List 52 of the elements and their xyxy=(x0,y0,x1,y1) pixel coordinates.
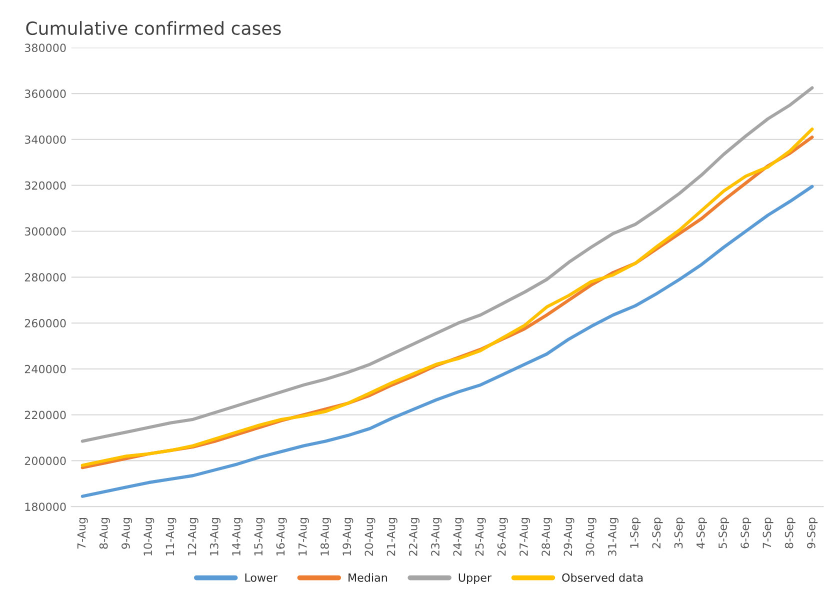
x-tick-label: 1-Sep xyxy=(630,518,641,548)
x-tick-label: 16-Aug xyxy=(276,518,287,556)
x-tick-label: 8-Sep xyxy=(784,518,796,548)
x-tick-label: 18-Aug xyxy=(320,518,332,556)
x-tick-label: 28-Aug xyxy=(542,518,552,556)
x-tick-label: 9-Aug xyxy=(122,518,132,549)
x-tick-label: 2-Sep xyxy=(652,518,663,548)
x-tick-label: 31-Aug xyxy=(608,518,619,556)
x-tick-label: 25-Aug xyxy=(475,518,486,556)
x-tick-label: 6-Sep xyxy=(740,518,752,548)
x-tick-label: 27-Aug xyxy=(520,518,530,556)
y-tick-label: 200000 xyxy=(24,456,66,466)
y-tick-label: 180000 xyxy=(25,502,66,511)
y-tick-label: 300000 xyxy=(24,227,66,236)
x-tick-label: 4-Sep xyxy=(696,518,707,548)
x-tick-label: 7-Sep xyxy=(762,518,774,548)
x-tick-label: 23-Aug xyxy=(431,518,442,556)
x-tick-label: 7-Aug xyxy=(77,518,88,549)
y-tick-label: 240000 xyxy=(24,364,66,374)
x-tick-label: 3-Sep xyxy=(674,518,685,548)
chart-title: Cumulative confirmed cases xyxy=(26,21,281,36)
y-tick-label: 380000 xyxy=(24,44,66,52)
y-tick-label: 260000 xyxy=(24,319,66,328)
x-tick-label: 11-Aug xyxy=(166,518,176,556)
y-tick-label: 220000 xyxy=(24,410,66,420)
x-tick-label: 21-Aug xyxy=(386,518,398,556)
x-tick-label: 29-Aug xyxy=(564,518,574,556)
legend-label: Observed data xyxy=(562,573,643,582)
x-tick-label: 5-Sep xyxy=(718,518,730,548)
x-tick-label: 19-Aug xyxy=(342,518,354,556)
legend-label: Median xyxy=(348,573,387,582)
x-tick-label: 15-Aug xyxy=(254,518,265,556)
x-tick-label: 24-Aug xyxy=(453,518,464,556)
y-tick-label: 340000 xyxy=(24,135,66,144)
legend-label: Upper xyxy=(458,574,492,584)
y-tick-label: 360000 xyxy=(24,90,66,98)
x-tick-label: 13-Aug xyxy=(210,518,221,556)
line-series xyxy=(80,184,814,498)
x-tick-label: 9-Sep xyxy=(806,518,818,548)
x-tick-label: 12-Aug xyxy=(188,518,198,556)
y-tick-label: 280000 xyxy=(24,273,66,282)
x-tick-label: 8-Aug xyxy=(99,518,110,549)
x-tick-label: 26-Aug xyxy=(497,518,508,556)
x-tick-label: 17-Aug xyxy=(298,518,309,556)
x-tick-label: 22-Aug xyxy=(408,518,420,556)
x-tick-label: 20-Aug xyxy=(364,518,376,556)
x-tick-label: 14-Aug xyxy=(232,518,243,556)
legend-label: Lower xyxy=(245,574,278,582)
x-tick-label: 10-Aug xyxy=(144,518,154,556)
y-tick-label: 320000 xyxy=(24,181,66,190)
line-series xyxy=(80,86,814,443)
x-tick-label: 30-Aug xyxy=(586,518,596,556)
